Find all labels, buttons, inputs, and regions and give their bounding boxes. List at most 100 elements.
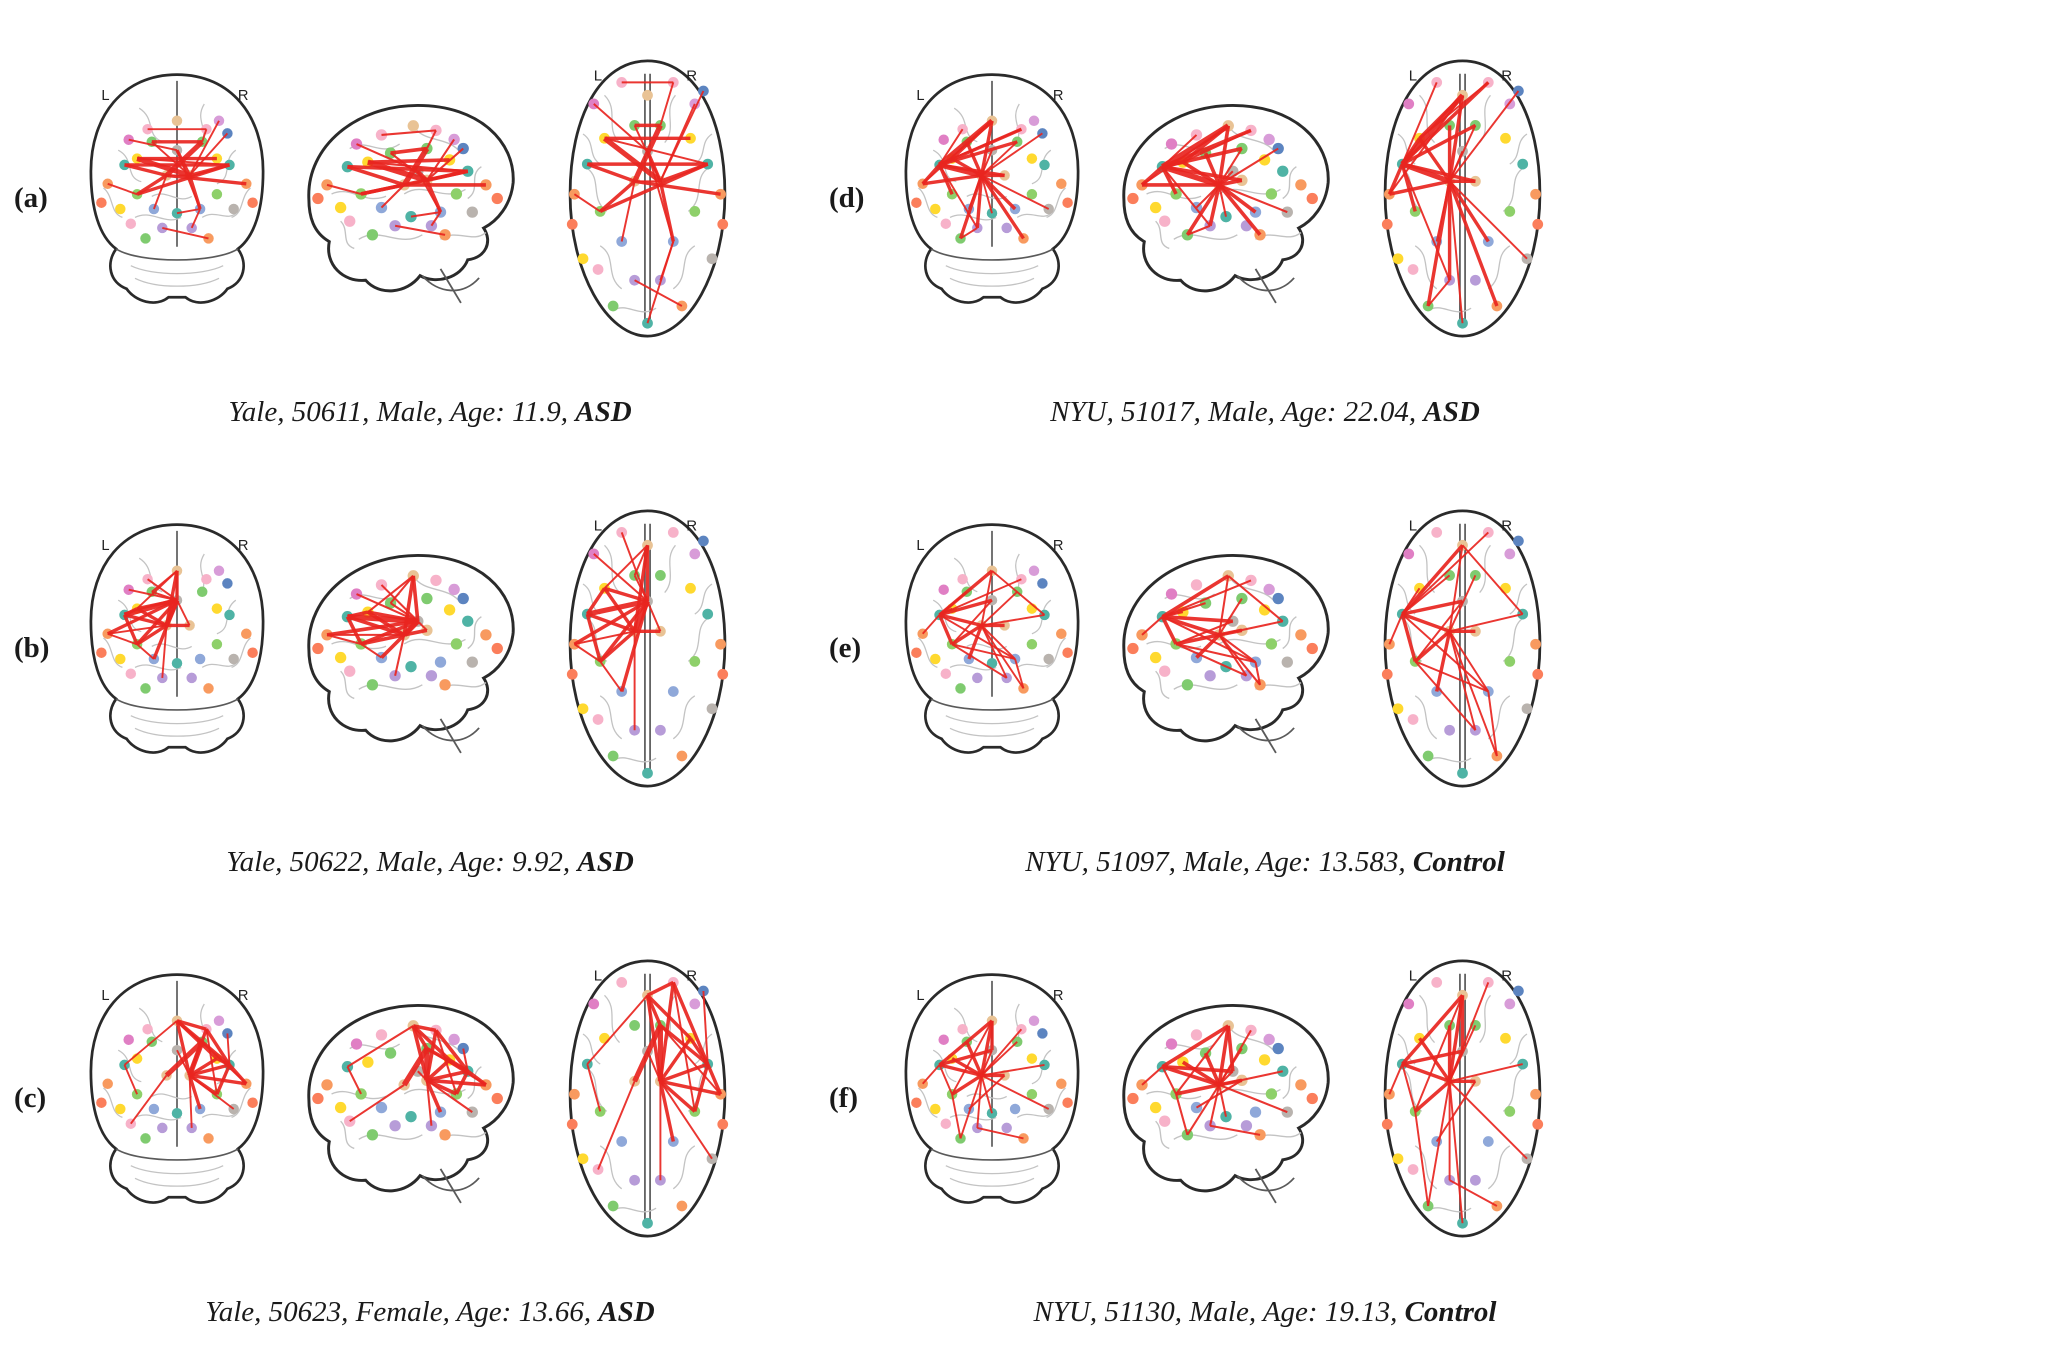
brain-node: [1381, 1118, 1393, 1130]
gyri-line: [467, 615, 482, 649]
gyri-line: [1173, 683, 1238, 690]
connectivity-edge: [187, 1040, 205, 1076]
brain-node: [629, 724, 640, 736]
connectivity-edge: [645, 994, 663, 1082]
brain-node: [184, 619, 195, 631]
brain-node: [1127, 1092, 1139, 1104]
brain-midline: [421, 724, 480, 741]
gyri-line: [1016, 1112, 1052, 1118]
brain-node: [607, 300, 619, 311]
connectivity-edge: [1449, 1062, 1523, 1082]
brain-outline: [89, 72, 265, 304]
connectivity-edge: [659, 1061, 709, 1083]
brain-node: [566, 218, 578, 230]
hemisphere-label-left: L: [1409, 967, 1417, 984]
brain-node: [1504, 655, 1516, 667]
connectivity-edge: [346, 164, 405, 187]
brain-node: [1037, 577, 1048, 589]
connectivity-edge: [190, 208, 201, 228]
brain-node: [1532, 1118, 1544, 1130]
brain-node: [389, 1119, 401, 1131]
connectivity-edge: [128, 588, 178, 601]
brain-node: [491, 642, 503, 654]
brain-node: [1306, 192, 1318, 204]
connectivity-edge: [599, 179, 636, 213]
connectivity-edge: [1414, 600, 1464, 662]
brain-node: [171, 115, 183, 126]
brain-node: [667, 685, 679, 697]
connectivity-edge: [598, 599, 649, 662]
brain-node: [247, 1096, 258, 1108]
gyri-line: [949, 277, 1035, 287]
gyri-line: [1155, 220, 1170, 249]
brain-midline: [439, 267, 462, 303]
connectivity-edge: [360, 632, 405, 646]
brain-node: [1272, 1042, 1284, 1054]
connectivity-edge: [976, 1074, 983, 1128]
connectivity-edge: [938, 590, 968, 616]
brain-node: [157, 1122, 168, 1133]
brain-node: [1028, 115, 1040, 126]
connectivity-edge: [1218, 147, 1279, 186]
connectivity-edge: [411, 575, 420, 621]
connectivity-edge: [1448, 179, 1490, 242]
connectivity-edge: [1487, 690, 1498, 756]
gyri-line: [134, 1177, 220, 1187]
gyri-line: [130, 714, 224, 724]
gyri-line: [467, 165, 482, 199]
brain-node: [344, 215, 356, 227]
brain-outline: [904, 522, 1080, 754]
brain-node: [115, 1103, 126, 1114]
brain-node: [1159, 1115, 1171, 1127]
connectivity-edge: [434, 1028, 470, 1072]
connectivity-edge: [1254, 661, 1262, 685]
connectivity-edge: [1195, 183, 1220, 208]
gyri-line: [599, 1144, 623, 1189]
connectivity-edge: [426, 168, 469, 182]
brain-node: [607, 750, 619, 761]
connectivity-edge: [702, 990, 709, 1064]
brain-node: [1037, 1027, 1048, 1039]
brain-view-sag: [307, 103, 515, 303]
connectivity-edge: [367, 157, 450, 164]
connectivity-edge: [1447, 180, 1499, 307]
gyri-line: [1509, 1032, 1528, 1065]
brain-node: [1245, 1024, 1257, 1036]
connectivity-edge: [326, 618, 419, 637]
connectivity-edge: [922, 119, 993, 184]
brain-node: [930, 653, 941, 664]
gyri-line: [1046, 637, 1066, 668]
panel-b: (b) L R L R Yale, 50622, Male, Age: 9.92, ASD: [8, 450, 788, 900]
brain-node: [1403, 98, 1415, 109]
connectivity-edge: [1448, 180, 1464, 323]
connectivity-edge: [938, 1064, 953, 1095]
brain-node: [211, 188, 223, 200]
connectivity-edge: [1414, 1110, 1430, 1206]
gyri-line: [945, 714, 1039, 724]
connectivity-edge: [585, 586, 606, 615]
connectivity-edge: [124, 162, 167, 177]
brain-node: [1407, 1163, 1419, 1175]
brain-node: [1001, 672, 1012, 683]
brain-node: [213, 565, 225, 576]
brain-node: [1392, 702, 1404, 714]
connectivity-edge: [426, 1068, 469, 1082]
connectivity-edge: [326, 183, 362, 195]
connectivity-edge: [951, 623, 983, 646]
connectivity-edge: [1186, 1083, 1221, 1135]
brain-node: [1263, 583, 1275, 595]
brain-node: [1306, 1092, 1318, 1104]
brain-midline: [115, 247, 239, 261]
gyri-line: [358, 1133, 423, 1140]
gyri-line: [1155, 670, 1170, 699]
connectivity-edge: [1414, 660, 1477, 731]
connectivity-edge: [1448, 544, 1464, 631]
brain-node: [344, 665, 356, 677]
brain-node: [1026, 1052, 1038, 1064]
connectivity-edge: [380, 583, 419, 622]
connectivity-edge: [390, 146, 428, 155]
